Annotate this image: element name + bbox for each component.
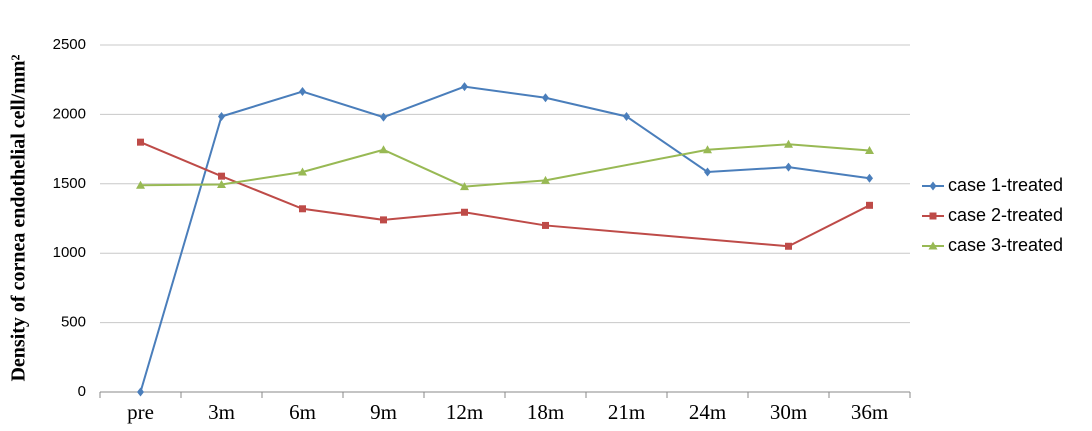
marker [929, 181, 937, 191]
series-line [139, 85, 870, 393]
series-line [788, 204, 870, 248]
marker [379, 145, 388, 154]
marker [623, 111, 630, 121]
marker [136, 180, 145, 189]
marker [137, 387, 144, 397]
y-tick-label: 1500 [53, 175, 86, 192]
y-tick-label: 500 [61, 314, 86, 331]
x-tick-label: 3m [208, 400, 235, 424]
marker [704, 167, 711, 177]
marker [461, 208, 468, 216]
marker [929, 212, 937, 220]
marker [380, 112, 387, 122]
x-tick-label: 30m [770, 400, 807, 424]
marker [218, 172, 225, 180]
y-axis-title: Density of cornea endothelial cell/mm² [8, 54, 30, 381]
legend-label: case 1-treated [948, 175, 1063, 195]
legend-label: case 2-treated [948, 205, 1063, 225]
marker [217, 179, 226, 188]
marker [784, 139, 793, 148]
gap-connector [545, 148, 708, 182]
marker [298, 167, 307, 176]
x-tick-label: 18m [527, 400, 564, 424]
x-tick-label: 24m [689, 400, 726, 424]
marker [299, 86, 306, 96]
x-tick-label: 21m [608, 400, 645, 424]
y-tick-label: 1000 [53, 244, 86, 261]
marker [541, 175, 550, 184]
y-tick-label: 2500 [53, 36, 86, 53]
marker [380, 216, 387, 224]
marker [785, 162, 792, 172]
x-tick-label: 6m [289, 400, 316, 424]
x-tick-label: pre [127, 400, 154, 424]
marker [928, 241, 938, 250]
marker [703, 145, 712, 154]
series-line [140, 141, 546, 227]
marker [785, 242, 792, 250]
x-tick-label: 9m [370, 400, 397, 424]
marker [461, 82, 468, 92]
marker [137, 138, 144, 146]
x-tick-label: 12m [446, 400, 483, 424]
legend-label: case 3-treated [948, 235, 1063, 255]
marker [866, 201, 873, 209]
gap-connector [545, 224, 789, 248]
y-tick-label: 0 [78, 383, 86, 400]
y-tick-label: 2000 [53, 105, 86, 122]
marker [865, 145, 874, 154]
marker [542, 221, 549, 229]
marker [218, 111, 225, 121]
marker [299, 205, 306, 213]
x-tick-label: 36m [851, 400, 888, 424]
series-line [140, 148, 546, 188]
marker [542, 93, 549, 103]
marker [866, 173, 873, 183]
marker [460, 182, 469, 191]
